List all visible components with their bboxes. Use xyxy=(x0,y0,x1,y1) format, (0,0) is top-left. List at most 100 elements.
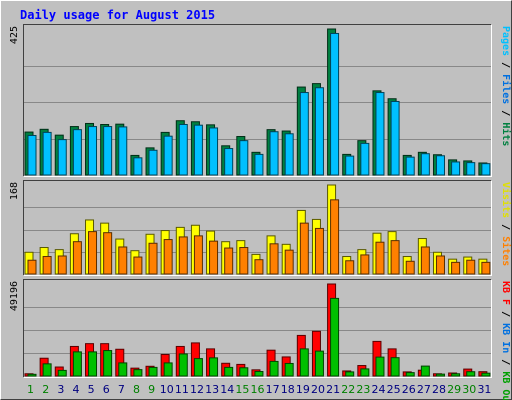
bar-sites-day-7 xyxy=(118,246,128,275)
bar-sites-day-15 xyxy=(239,247,249,275)
day-label-28: 28 xyxy=(432,383,446,396)
bar-sites-day-28 xyxy=(435,255,445,275)
day-label-1: 1 xyxy=(27,383,34,396)
bar-sites-day-13 xyxy=(209,240,219,275)
day-label-25: 25 xyxy=(387,383,401,396)
bar-files-day-18 xyxy=(284,133,294,176)
bar-kb-out-day-12 xyxy=(193,358,203,377)
chart-title: Daily usage for August 2015 xyxy=(20,8,215,22)
bar-files-day-3 xyxy=(57,139,67,176)
bar-sites-day-14 xyxy=(224,247,234,275)
day-label-13: 13 xyxy=(205,383,219,396)
bar-files-day-30 xyxy=(466,162,476,176)
bar-sites-day-16 xyxy=(254,259,264,275)
day-label-23: 23 xyxy=(356,383,370,396)
day-label-4: 4 xyxy=(72,383,79,396)
day-label-29: 29 xyxy=(447,383,461,396)
bar-files-day-20 xyxy=(314,87,324,176)
day-label-14: 14 xyxy=(220,383,234,396)
day-label-20: 20 xyxy=(311,383,325,396)
bar-sites-day-27 xyxy=(420,246,430,275)
legend-entry: / xyxy=(500,104,511,122)
bar-kb-out-day-5 xyxy=(88,351,98,377)
axis-max-label: 168 xyxy=(9,182,20,200)
bar-files-day-23 xyxy=(360,142,370,176)
panel-bevel-light xyxy=(23,180,492,276)
bar-kb-out-day-14 xyxy=(224,366,234,377)
bar-kb-out-day-1 xyxy=(27,373,37,377)
bar-kb-out-day-3 xyxy=(57,369,67,377)
day-label-19: 19 xyxy=(296,383,310,396)
bar-sites-day-4 xyxy=(72,241,82,275)
bar-sites-day-2 xyxy=(42,256,52,275)
bar-kb-out-day-29 xyxy=(451,373,461,377)
legend-entry: Sites xyxy=(500,236,512,266)
panel-bevel-dark xyxy=(23,24,492,177)
bar-files-day-12 xyxy=(193,124,203,176)
bar-kb-out-day-13 xyxy=(209,357,219,377)
bar-kb-out-day-10 xyxy=(163,362,173,377)
bar-sites-day-19 xyxy=(299,222,309,275)
panel-legend: Visits / Sites xyxy=(500,182,512,266)
bar-kb-out-day-25 xyxy=(390,357,400,377)
axis-max-label: 49196 xyxy=(9,281,20,311)
bar-kb-out-day-21 xyxy=(330,297,340,377)
day-label-30: 30 xyxy=(462,383,476,396)
bar-files-day-14 xyxy=(224,148,234,176)
bar-kb-out-day-20 xyxy=(314,350,324,377)
bar-files-day-16 xyxy=(254,153,264,176)
day-label-15: 15 xyxy=(235,383,249,396)
bar-files-day-21 xyxy=(330,32,340,176)
bar-kb-out-day-9 xyxy=(148,366,158,377)
day-label-26: 26 xyxy=(402,383,416,396)
bar-kb-out-day-4 xyxy=(72,351,82,377)
legend-entry: / xyxy=(500,56,511,74)
day-label-5: 5 xyxy=(88,383,95,396)
day-label-31: 31 xyxy=(477,383,491,396)
day-label-3: 3 xyxy=(57,383,64,396)
bar-files-day-2 xyxy=(42,131,52,176)
bar-files-day-27 xyxy=(420,153,430,176)
bar-sites-day-29 xyxy=(451,261,461,275)
bar-kb-out-day-24 xyxy=(375,356,385,377)
bar-kb-out-day-30 xyxy=(466,371,476,377)
day-label-8: 8 xyxy=(133,383,140,396)
day-label-27: 27 xyxy=(417,383,431,396)
day-label-16: 16 xyxy=(251,383,265,396)
panel-bevel-dark xyxy=(23,180,492,276)
day-label-22: 22 xyxy=(341,383,355,396)
legend-entry: / xyxy=(500,353,511,371)
bar-kb-out-day-11 xyxy=(178,353,188,377)
bar-files-day-10 xyxy=(163,135,173,176)
bar-sites-day-6 xyxy=(103,232,113,275)
bar-files-day-13 xyxy=(209,127,219,176)
bar-kb-out-day-2 xyxy=(42,363,52,377)
bar-files-day-4 xyxy=(72,129,82,176)
day-label-9: 9 xyxy=(148,383,155,396)
bar-kb-out-day-16 xyxy=(254,371,264,377)
bar-files-day-19 xyxy=(299,92,309,176)
day-label-21: 21 xyxy=(326,383,340,396)
panel-legend: Pages / Files / Hits xyxy=(500,26,512,146)
bar-sites-day-30 xyxy=(466,259,476,275)
bar-files-day-31 xyxy=(481,163,491,176)
bar-kb-out-day-17 xyxy=(269,360,279,377)
legend-entry: Hits xyxy=(500,122,512,146)
bar-sites-day-20 xyxy=(314,227,324,275)
bar-files-day-15 xyxy=(239,140,249,176)
bar-kb-out-day-22 xyxy=(345,371,355,377)
legend-entry: KB In xyxy=(500,323,511,353)
bar-sites-day-10 xyxy=(163,239,173,275)
bar-files-day-24 xyxy=(375,92,385,176)
panel-bevel-light xyxy=(23,24,492,177)
bar-sites-day-17 xyxy=(269,243,279,275)
bar-files-day-17 xyxy=(269,131,279,176)
day-label-17: 17 xyxy=(266,383,280,396)
bar-files-day-7 xyxy=(118,126,128,176)
bar-sites-day-26 xyxy=(405,260,415,275)
panel-bevel-light xyxy=(23,279,492,378)
day-label-7: 7 xyxy=(118,383,125,396)
bar-files-day-1 xyxy=(27,134,37,176)
